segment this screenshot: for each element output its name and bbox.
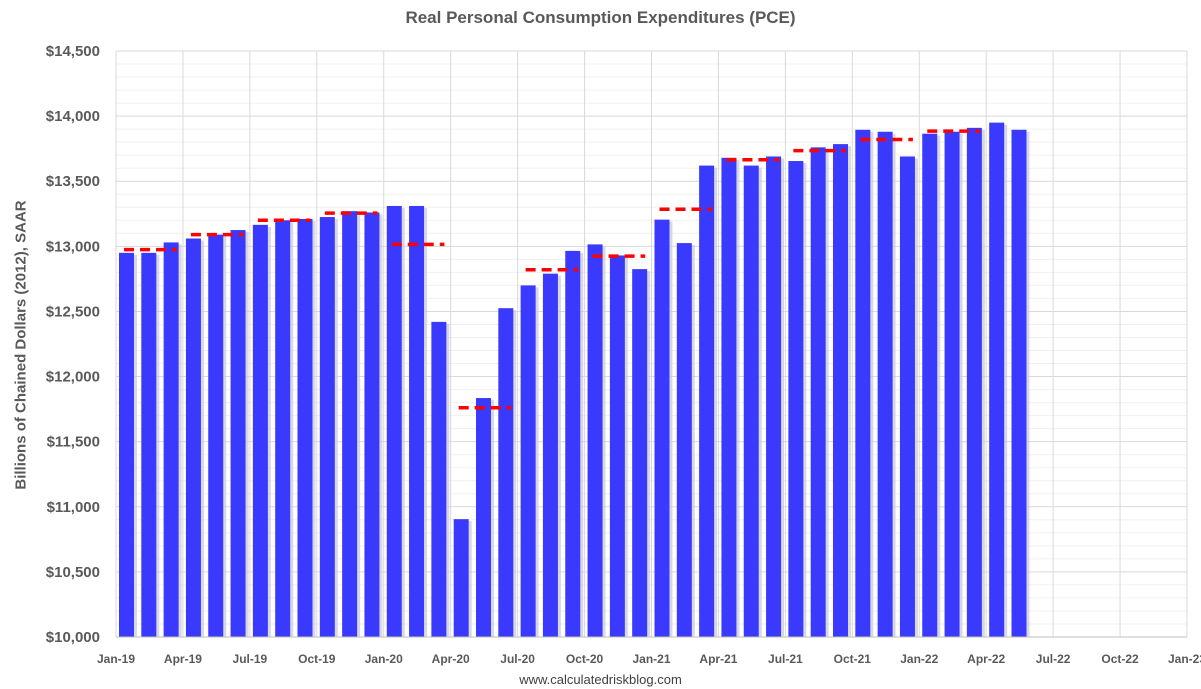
bar (542, 273, 558, 637)
x-tick-label: Jan-21 (632, 652, 670, 666)
bar (319, 217, 335, 638)
x-tick-label: Jan-19 (97, 652, 135, 666)
y-tick-label: $14,000 (46, 108, 100, 125)
bar (587, 244, 603, 637)
bar (141, 252, 157, 637)
bar (743, 165, 759, 637)
x-tick-label: Jan-20 (365, 652, 403, 666)
bar (453, 519, 469, 637)
bar (609, 255, 625, 637)
bar (297, 218, 313, 637)
bar (163, 242, 179, 637)
bar (654, 219, 670, 638)
y-tick-label: $10,500 (46, 564, 100, 581)
bar (275, 220, 291, 638)
x-tick-label: Jan-22 (900, 652, 938, 666)
bar (364, 212, 380, 637)
bar (810, 147, 826, 637)
bar (632, 269, 648, 637)
bar (899, 156, 915, 638)
bar (989, 122, 1005, 638)
x-tick-label: Oct-21 (834, 652, 872, 666)
x-tick-label: Jul-22 (1036, 652, 1071, 666)
bar (922, 133, 938, 638)
x-tick-label: Jul-20 (500, 652, 535, 666)
x-tick-label: Apr-21 (699, 652, 737, 666)
y-tick-label: $12,000 (46, 369, 100, 386)
bar (208, 234, 224, 637)
x-tick-label: Jan-23 (1168, 652, 1201, 666)
bar (185, 238, 201, 637)
bar (119, 252, 134, 637)
y-tick-label: $11,500 (47, 434, 100, 451)
bar (676, 243, 692, 638)
bar (833, 144, 848, 637)
y-tick-label: $11,000 (47, 499, 100, 516)
bar (699, 165, 715, 637)
x-tick-label: Apr-20 (432, 652, 470, 666)
y-tick-label: $10,000 (46, 629, 100, 646)
y-tick-label: $13,500 (46, 173, 100, 190)
x-tick-label: Oct-22 (1101, 652, 1139, 666)
bar (877, 131, 893, 637)
x-tick-label: Oct-20 (566, 652, 604, 666)
bar (721, 157, 737, 637)
x-tick-label: Jul-19 (233, 652, 268, 666)
bar (766, 156, 782, 638)
bar (966, 127, 982, 637)
bar (230, 230, 246, 638)
y-tick-label: $13,000 (46, 238, 100, 255)
bar (1011, 129, 1027, 638)
y-tick-label: $14,500 (46, 43, 100, 60)
bar (944, 131, 960, 637)
bar (431, 321, 447, 637)
chart-title: Real Personal Consumption Expenditures (… (405, 8, 796, 27)
bar (788, 161, 804, 637)
bar (498, 308, 514, 637)
x-tick-label: Oct-19 (298, 652, 336, 666)
x-tick-label: Apr-22 (967, 652, 1005, 666)
x-tick-label: Apr-19 (164, 652, 202, 666)
source-credit: www.calculatedriskblog.com (519, 672, 682, 687)
bar (386, 205, 402, 637)
x-tick-label: Jul-21 (768, 652, 803, 666)
bar (252, 224, 268, 637)
bar (409, 205, 425, 637)
y-tick-label: $12,500 (46, 303, 100, 320)
bar (476, 398, 491, 637)
bar (855, 129, 871, 638)
bar (520, 285, 536, 637)
bar (565, 250, 581, 637)
bar (342, 211, 358, 637)
